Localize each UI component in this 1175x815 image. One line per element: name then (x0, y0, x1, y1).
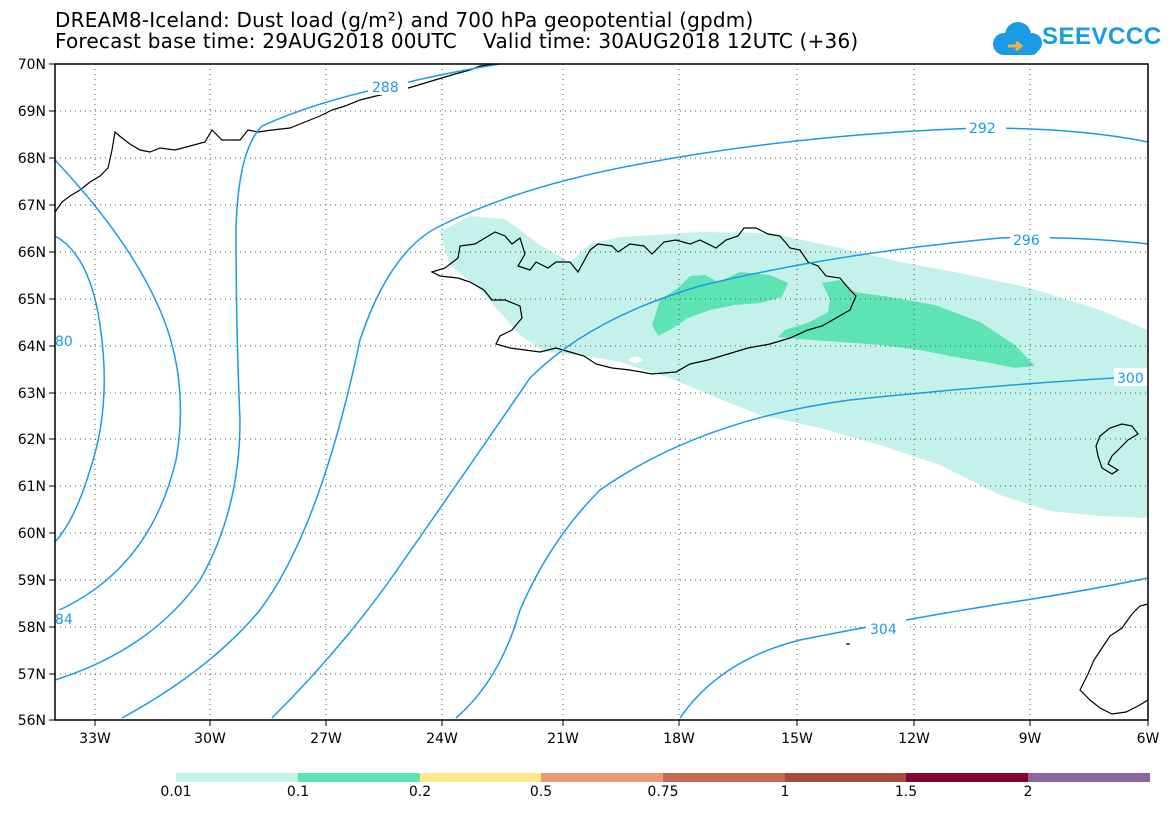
lat-label: 58N (18, 620, 46, 636)
lat-label: 57N (18, 667, 46, 683)
contour-label-292: 292 (969, 121, 996, 137)
colorbar-swatch (785, 773, 906, 782)
lat-label: 61N (18, 479, 46, 495)
lon-label: 18W (663, 731, 695, 747)
lat-label: 68N (18, 151, 46, 167)
colorbar-swatch (1028, 773, 1150, 782)
faroe-coast (1095, 423, 1139, 475)
lat-label: 56N (18, 713, 46, 729)
lon-label: 24W (426, 731, 458, 747)
lon-label: 6W (1137, 731, 1160, 747)
colorbar-swatch (541, 773, 663, 782)
tick-marks (49, 63, 1149, 726)
colorbar-swatch (298, 773, 420, 782)
lat-label: 65N (18, 292, 46, 308)
colorbar-label: 1.5 (894, 784, 918, 800)
contour-label-300: 300 (1117, 371, 1144, 387)
lat-label: 62N (18, 432, 46, 448)
lat-label: 70N (18, 57, 46, 73)
colorbar-label: 0.75 (647, 784, 679, 800)
lon-label: 21W (547, 731, 579, 747)
contour-label-304: 304 (870, 622, 897, 638)
lon-label: 33W (79, 731, 111, 747)
colorbar-swatch (906, 773, 1028, 782)
map-title: DREAM8-Iceland: Dust load (g/m²) and 700… (55, 8, 754, 32)
contour-labels: 288 292 296 300 304 80 84 (55, 77, 1152, 638)
lon-label: 12W (898, 731, 930, 747)
contour-label-296: 296 (1013, 233, 1040, 249)
lat-label: 64N (18, 339, 46, 355)
colorbar-label: 2 (1023, 784, 1033, 800)
colorbar (176, 773, 1150, 782)
lon-label: 30W (194, 731, 226, 747)
lat-label: 66N (18, 245, 46, 261)
logo-text: SEEVCCC (1042, 23, 1162, 50)
lon-label: 27W (310, 731, 342, 747)
lon-label: 9W (1019, 731, 1042, 747)
lat-label: 60N (18, 526, 46, 542)
colorbar-label: 1 (780, 784, 790, 800)
dust-load-field (440, 216, 1148, 518)
colorbar-label: 0.2 (408, 784, 432, 800)
colorbar-label: 0.5 (529, 784, 553, 800)
colorbar-label: 0.01 (160, 784, 192, 800)
colorbar-swatch (663, 773, 785, 782)
lon-label: 15W (781, 731, 813, 747)
contour-label-280: 80 (55, 334, 73, 350)
iceland-coast (430, 227, 857, 375)
lat-label: 69N (18, 104, 46, 120)
colorbar-swatch (176, 773, 298, 782)
colorbar-swatch (420, 773, 541, 782)
lat-label: 59N (18, 573, 46, 589)
map-frame (54, 63, 1149, 721)
contour-label-284: 84 (55, 612, 73, 628)
lat-label: 67N (18, 198, 46, 214)
lat-label: 63N (18, 386, 46, 402)
map-subtitle: Forecast base time: 29AUG2018 00UTC Vali… (55, 29, 859, 53)
cloud-icon (993, 22, 1042, 55)
greenland-coast (54, 63, 497, 213)
scotland-coast (1079, 603, 1149, 715)
contour-label-288: 288 (372, 80, 399, 96)
colorbar-label: 0.1 (286, 784, 310, 800)
graticule (55, 64, 1148, 720)
